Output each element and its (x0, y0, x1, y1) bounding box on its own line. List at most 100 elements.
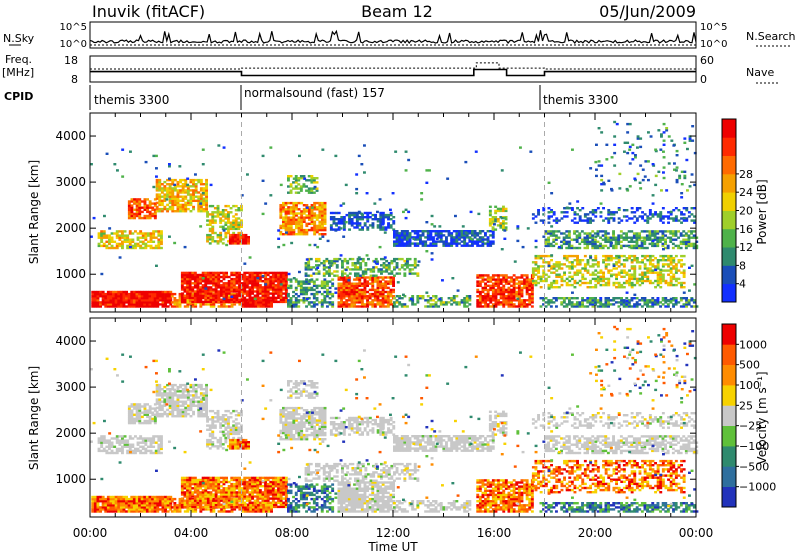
power-echo-cell (422, 232, 425, 234)
power-echo-cell (379, 228, 382, 230)
power-echo-cell (359, 262, 362, 264)
power-echo-cell (595, 144, 598, 146)
power-echo-cell (182, 191, 185, 193)
power-echo-cell (484, 242, 487, 244)
power-echo-cell (167, 291, 170, 293)
power-echo-cell (618, 272, 621, 274)
power-echo-cell (235, 224, 238, 226)
power-echo-cell (646, 299, 649, 301)
power-echo-cell (290, 221, 293, 223)
power-echo-cell (103, 234, 106, 236)
power-echo-cell (540, 278, 543, 280)
power-echo-cell (189, 274, 192, 276)
power-echo-cell (282, 292, 285, 294)
power-echo-cell (227, 205, 230, 207)
power-echo-cell (227, 226, 230, 228)
power-echo-cell (552, 245, 555, 247)
power-echo-cell (287, 229, 290, 231)
power-echo-cell (214, 240, 217, 242)
power-echo-cell (592, 272, 595, 274)
power-echo-cell (641, 276, 644, 278)
power-echo-cell (620, 255, 623, 257)
power-echo-cell (550, 272, 553, 274)
power-echo-cell (396, 264, 399, 266)
power-echo-cell (675, 299, 678, 301)
power-echo-cell (675, 272, 678, 274)
power-echo-cell (670, 257, 673, 259)
power-echo-cell (156, 291, 159, 293)
power-echo-cell (437, 240, 440, 242)
power-echo-cell (510, 293, 513, 295)
power-echo-cell (657, 297, 660, 299)
power-echo-cell (163, 187, 166, 189)
power-echo-cell (298, 233, 301, 235)
power-echo-cell (154, 301, 157, 303)
power-echo-cell (110, 305, 113, 307)
power-echo-cell (353, 301, 356, 303)
power-echo-cell (340, 291, 343, 293)
power-echo-cell (247, 242, 250, 244)
power-echo-cell (409, 232, 412, 234)
power-echo-cell (169, 185, 172, 187)
power-echo-cell (182, 204, 185, 206)
power-echo-cell (287, 278, 290, 280)
power-echo-cell (223, 274, 226, 276)
power-echo-cell (495, 283, 498, 285)
power-echo-cell (335, 222, 338, 224)
power-echo-cell (308, 210, 311, 212)
power-echo-cell (361, 299, 364, 301)
power-echo-cell (128, 209, 131, 211)
power-echo-cell (500, 278, 503, 280)
power-echo-cell (313, 204, 316, 206)
power-echo-cell (479, 276, 482, 278)
power-echo-cell (576, 237, 579, 239)
power-echo-cell (338, 220, 341, 222)
power-echo-cell (217, 236, 220, 238)
power-echo-cell (545, 297, 548, 299)
power-echo-cell (396, 234, 399, 236)
power-echo-cell (166, 193, 169, 195)
power-echo-cell (654, 269, 657, 271)
power-echo-cell (287, 175, 290, 177)
power-echo-cell (338, 291, 341, 293)
power-echo-cell (203, 183, 206, 185)
power-echo-cell (318, 285, 321, 287)
power-echo-cell (385, 216, 388, 218)
power-echo-cell (227, 211, 230, 213)
power-echo-cell (618, 284, 621, 286)
power-echo-cell (550, 192, 553, 194)
power-echo-cell (124, 230, 127, 232)
power-echo-cell (665, 129, 668, 131)
power-echo-cell (651, 243, 654, 245)
power-echo-cell (217, 282, 220, 284)
power-echo-cell (328, 262, 331, 264)
power-echo-cell (156, 202, 159, 204)
power-echo-cell (316, 181, 319, 183)
power-echo-cell (555, 269, 558, 271)
power-echo-cell (189, 282, 192, 284)
power-echo-cell (521, 299, 524, 301)
power-echo-cell (680, 211, 683, 213)
power-echo-cell (205, 193, 208, 195)
power-echo-cell (677, 301, 680, 303)
power-echo-cell (313, 202, 316, 204)
power-echo-cell (345, 291, 348, 293)
power-echo-cell (591, 243, 594, 245)
power-echo-cell (305, 233, 308, 235)
power-echo-cell (197, 274, 200, 276)
power-echo-cell (144, 209, 147, 211)
power-echo-cell (670, 272, 673, 274)
power-echo-cell (393, 230, 396, 232)
power-echo-cell (515, 278, 518, 280)
power-echo-cell (282, 272, 285, 274)
power-echo-cell (628, 149, 631, 151)
power-echo-cell (600, 175, 603, 177)
power-echo-cell (602, 182, 605, 184)
power-echo-cell (675, 239, 678, 241)
power-echo-cell (313, 285, 316, 287)
power-echo-cell (636, 237, 639, 239)
power-echo-cell (468, 240, 471, 242)
power-echo-cell (369, 212, 372, 214)
power-echo-cell (179, 189, 182, 191)
power-echo-cell (187, 187, 190, 189)
